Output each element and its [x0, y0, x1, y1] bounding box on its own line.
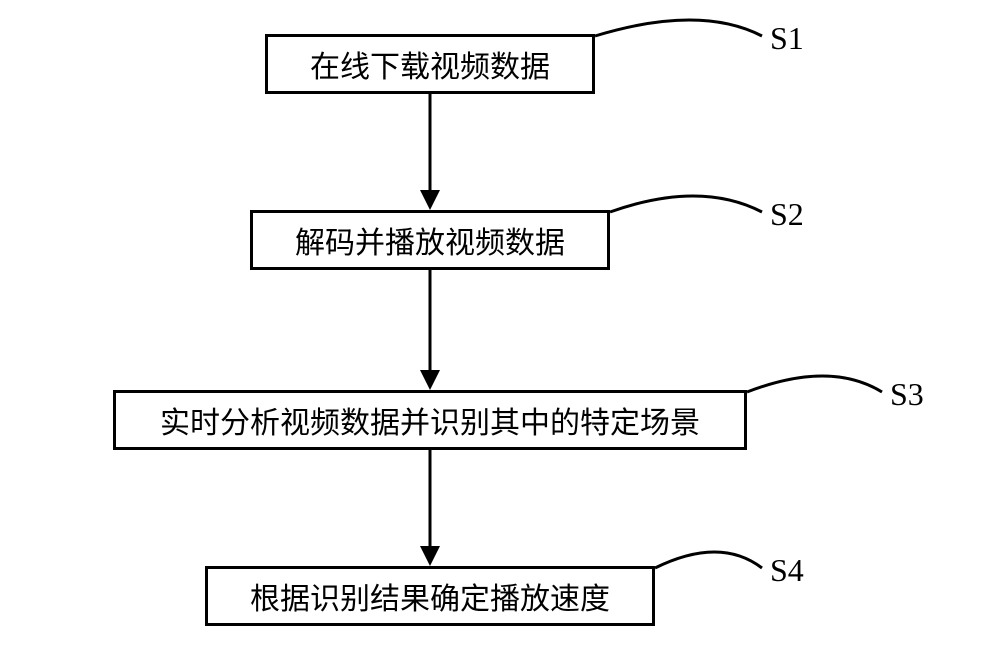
flow-arrow-3 — [429, 450, 432, 546]
flowchart-canvas: 在线下载视频数据 S1 解码并播放视频数据 S2 实时分析视频数据并识别其中的特… — [0, 0, 1000, 652]
label-connector-s2 — [610, 180, 762, 212]
arrowhead-icon — [420, 546, 440, 566]
arrowhead-icon — [420, 190, 440, 210]
flow-node-s4: 根据识别结果确定播放速度 — [205, 566, 655, 626]
arrowhead-icon — [420, 370, 440, 390]
flow-node-s1: 在线下载视频数据 — [265, 34, 595, 94]
flow-label-s2: S2 — [770, 196, 804, 233]
flow-arrow-1 — [429, 94, 432, 190]
flow-label-s4: S4 — [770, 552, 804, 589]
label-connector-s1 — [595, 4, 762, 36]
flow-arrow-2 — [429, 270, 432, 370]
flow-node-s3-text: 实时分析视频数据并识别其中的特定场景 — [160, 398, 700, 442]
flow-label-s1: S1 — [770, 20, 804, 57]
flow-node-s2-text: 解码并播放视频数据 — [295, 218, 565, 262]
label-connector-s3 — [747, 360, 882, 392]
flow-node-s2: 解码并播放视频数据 — [250, 210, 610, 270]
flow-label-s3: S3 — [890, 376, 924, 413]
flow-node-s3: 实时分析视频数据并识别其中的特定场景 — [113, 390, 747, 450]
label-connector-s4 — [655, 536, 762, 568]
flow-node-s1-text: 在线下载视频数据 — [310, 42, 550, 86]
flow-node-s4-text: 根据识别结果确定播放速度 — [250, 574, 610, 618]
